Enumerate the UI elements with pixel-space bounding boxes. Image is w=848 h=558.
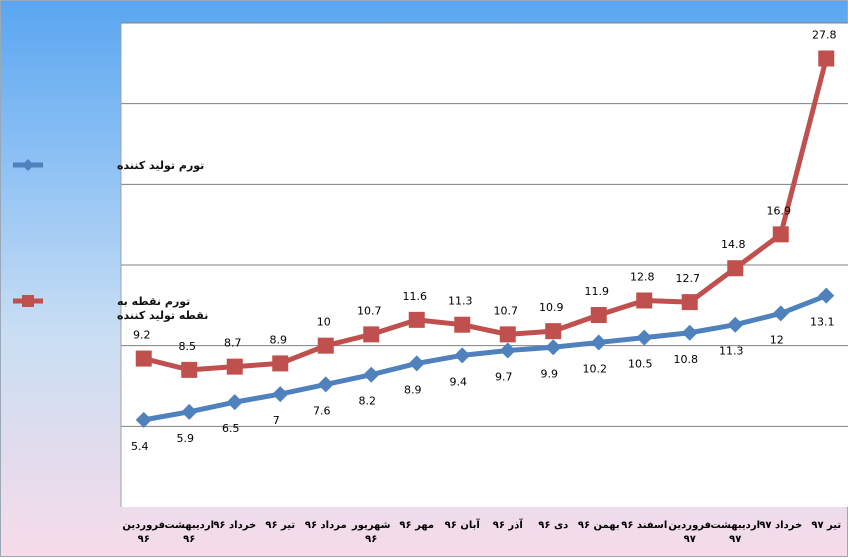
data-point-square [545, 323, 562, 340]
series-line-1 [141, 293, 829, 423]
x-tick-label: مرداد ۹۶ [305, 520, 347, 531]
data-point-diamond [772, 305, 789, 322]
x-tick-label: ۹۶ [183, 534, 195, 545]
x-tick-label: ۹۷ [684, 534, 696, 545]
data-label: 8.9 [404, 383, 422, 396]
data-label: 8.2 [359, 395, 377, 408]
x-tick-label: خرداد ۹۶ [213, 520, 256, 531]
data-point-square [408, 311, 425, 328]
x-tick-label: بهمن ۹۶ [578, 520, 620, 531]
x-tick-label: دی ۹۶ [538, 520, 568, 531]
data-label: 6.5 [222, 422, 240, 435]
legend-label: نقطه تولید کننده [117, 309, 208, 322]
data-label: 12.8 [630, 270, 655, 283]
data-label: 5.9 [177, 432, 195, 445]
data-point-square [499, 326, 516, 343]
data-label: 7.6 [313, 404, 331, 417]
data-label: 10.9 [539, 301, 564, 314]
data-label: 10.2 [583, 362, 608, 375]
x-tick-label: مهر ۹۶ [399, 520, 434, 531]
data-label: 11.3 [719, 345, 744, 358]
data-point-diamond [226, 394, 243, 411]
data-label: 11.3 [448, 295, 473, 308]
data-label: 9.7 [495, 371, 513, 384]
data-point-diamond [408, 355, 425, 372]
data-label: 9.2 [133, 329, 151, 342]
data-label: 11.6 [403, 290, 428, 303]
data-point-square [181, 361, 198, 378]
data-label: 13.1 [810, 316, 835, 329]
data-point-square [272, 355, 289, 372]
legend-label: تورم نقطه به [117, 295, 190, 308]
x-tick-label: خرداد ۹۷ [759, 520, 802, 531]
x-tick-label: آذر ۹۶ [493, 518, 524, 531]
legend-marker-square [22, 295, 34, 307]
data-point-diamond [272, 386, 289, 403]
data-label: 16.9 [767, 204, 792, 217]
data-label: 10.8 [674, 353, 699, 366]
data-point-diamond [727, 316, 744, 333]
data-point-square [590, 307, 607, 324]
data-label: 8.7 [224, 337, 242, 350]
data-label: 8.5 [179, 340, 197, 353]
data-label: 9.4 [450, 375, 468, 388]
x-tick-label: فروردین [668, 520, 711, 531]
data-point-diamond [317, 376, 334, 393]
data-label: 12.7 [676, 272, 701, 285]
data-label: 10 [317, 316, 331, 329]
data-point-diamond [545, 339, 562, 356]
x-tick-label: فروردین [122, 520, 165, 531]
data-label: 14.8 [721, 238, 746, 251]
data-label: 10.7 [494, 304, 519, 317]
legend-label: تورم تولید کننده [117, 159, 204, 172]
data-label: 5.4 [131, 440, 149, 453]
data-point-diamond [590, 334, 607, 351]
data-point-diamond [681, 324, 698, 341]
x-tick-label: شهریور [351, 520, 391, 531]
data-point-square [363, 326, 380, 343]
data-point-diamond [181, 403, 198, 420]
data-point-diamond [454, 347, 471, 364]
x-tick-label: اسفند ۹۶ [621, 520, 667, 531]
data-point-square [727, 260, 744, 277]
data-label: 10.5 [628, 358, 653, 371]
x-tick-label: اردیبهشت [164, 520, 214, 531]
data-point-square [818, 50, 835, 67]
x-tick-label: ۹۶ [365, 534, 377, 545]
legend-marker-diamond [22, 159, 34, 171]
data-point-diamond [499, 342, 516, 359]
data-label: 12 [770, 333, 784, 346]
x-tick-label: ۹۷ [729, 534, 741, 545]
x-tick-label: تیر ۹۶ [265, 520, 295, 531]
data-point-square [135, 350, 152, 367]
data-point-square [317, 337, 334, 354]
data-label: 11.9 [585, 285, 610, 298]
x-tick-label: تیر ۹۷ [811, 520, 841, 531]
data-point-square [226, 358, 243, 375]
x-tick-label: ۹۶ [138, 534, 150, 545]
series-line-2 [141, 55, 829, 373]
data-label: 8.9 [270, 333, 288, 346]
data-point-square [636, 292, 653, 309]
x-tick-label: اردیبهشت [710, 520, 760, 531]
data-point-square [772, 226, 789, 243]
data-label: 7 [273, 414, 280, 427]
data-point-diamond [135, 411, 152, 428]
data-point-diamond [363, 366, 380, 383]
x-tick-label: آبان ۹۶ [445, 518, 481, 531]
data-point-square [454, 316, 471, 333]
data-point-diamond [818, 287, 835, 304]
data-point-square [681, 294, 698, 311]
data-label: 9.9 [541, 367, 559, 380]
data-label: 10.7 [357, 304, 382, 317]
data-label: 27.8 [812, 28, 837, 41]
data-point-diamond [636, 329, 653, 346]
